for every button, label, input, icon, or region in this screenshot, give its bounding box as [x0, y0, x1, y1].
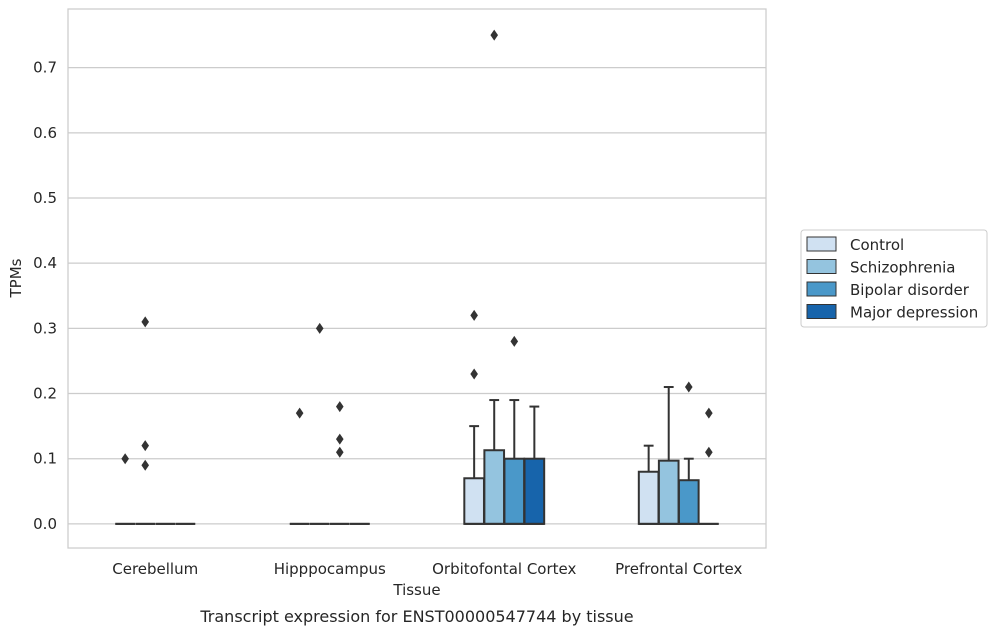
gridlines [68, 67, 766, 525]
box [657, 459, 680, 525]
x-tick-label: Hipppocampus [274, 560, 386, 578]
outlier-point [510, 335, 519, 347]
outlier-point [335, 433, 344, 445]
plot-frame [67, 8, 767, 549]
box-group [329, 401, 350, 525]
outlier-point [490, 29, 499, 41]
box-group [637, 444, 660, 525]
box [463, 477, 485, 525]
y-tick-label: 0.3 [33, 319, 57, 337]
legend-swatch [806, 281, 837, 297]
outlier-point [315, 322, 324, 334]
outlier-point [705, 407, 713, 419]
legend-swatch [806, 236, 837, 252]
legend-label: Schizophrenia [850, 259, 955, 277]
legend: Control Schizophrenia Bipolar disorder Majo… [800, 229, 988, 328]
box-group [523, 405, 546, 525]
y-axis-label: TPMs [7, 258, 25, 298]
outlier-point [684, 381, 693, 393]
outlier-point [121, 453, 129, 465]
box [677, 479, 700, 525]
x-tick-label: Prefrontal Cortex [615, 560, 742, 578]
outlier-point [141, 459, 150, 471]
y-tick-label: 0.7 [33, 59, 57, 77]
box-group [503, 335, 526, 525]
box [523, 457, 546, 525]
box-group [463, 309, 485, 525]
y-tick-label: 0.6 [33, 124, 57, 142]
y-tick-label: 0.4 [33, 254, 57, 272]
y-tick-label: 0.5 [33, 189, 57, 207]
chart-caption: Transcript expression for ENST0000054774… [199, 607, 633, 626]
outlier-point [141, 316, 150, 328]
box-group [657, 386, 680, 525]
outlier-point [470, 368, 478, 380]
box-group [677, 381, 700, 525]
box-group [699, 407, 719, 525]
outlier-point [470, 309, 478, 321]
outlier-point [141, 440, 150, 452]
legend-swatch [806, 259, 837, 274]
legend-frame [800, 229, 988, 328]
x-tick-label: Orbitofontal Cortex [432, 560, 576, 578]
x-axis-ticks: Cerebellum Hipppocampus Orbitofontal Corte… [112, 560, 742, 578]
legend-label: Control [850, 236, 904, 254]
box-group [115, 453, 135, 525]
y-tick-label: 0.0 [33, 515, 57, 533]
box [503, 457, 526, 525]
y-axis-ticks: 0.0 0.1 0.2 0.3 0.4 0.5 0.6 0.7 [33, 59, 57, 533]
legend-label: Bipolar disorder [850, 281, 970, 299]
outlier-point [335, 446, 344, 458]
y-tick-label: 0.2 [33, 385, 57, 403]
box-group [483, 29, 506, 525]
plot-marks [115, 29, 719, 525]
box-group [289, 407, 310, 525]
box-group [135, 316, 156, 525]
x-tick-label: Cerebellum [112, 560, 198, 578]
outlier-point [295, 407, 304, 419]
legend-swatch [806, 304, 837, 319]
box [483, 449, 506, 525]
y-tick-label: 0.1 [33, 450, 57, 468]
x-axis-label: Tissue [392, 581, 440, 599]
box [637, 470, 660, 525]
legend-label: Major depression [850, 304, 978, 322]
box-group [309, 322, 330, 525]
outlier-point [335, 401, 344, 413]
outlier-point [705, 446, 713, 458]
